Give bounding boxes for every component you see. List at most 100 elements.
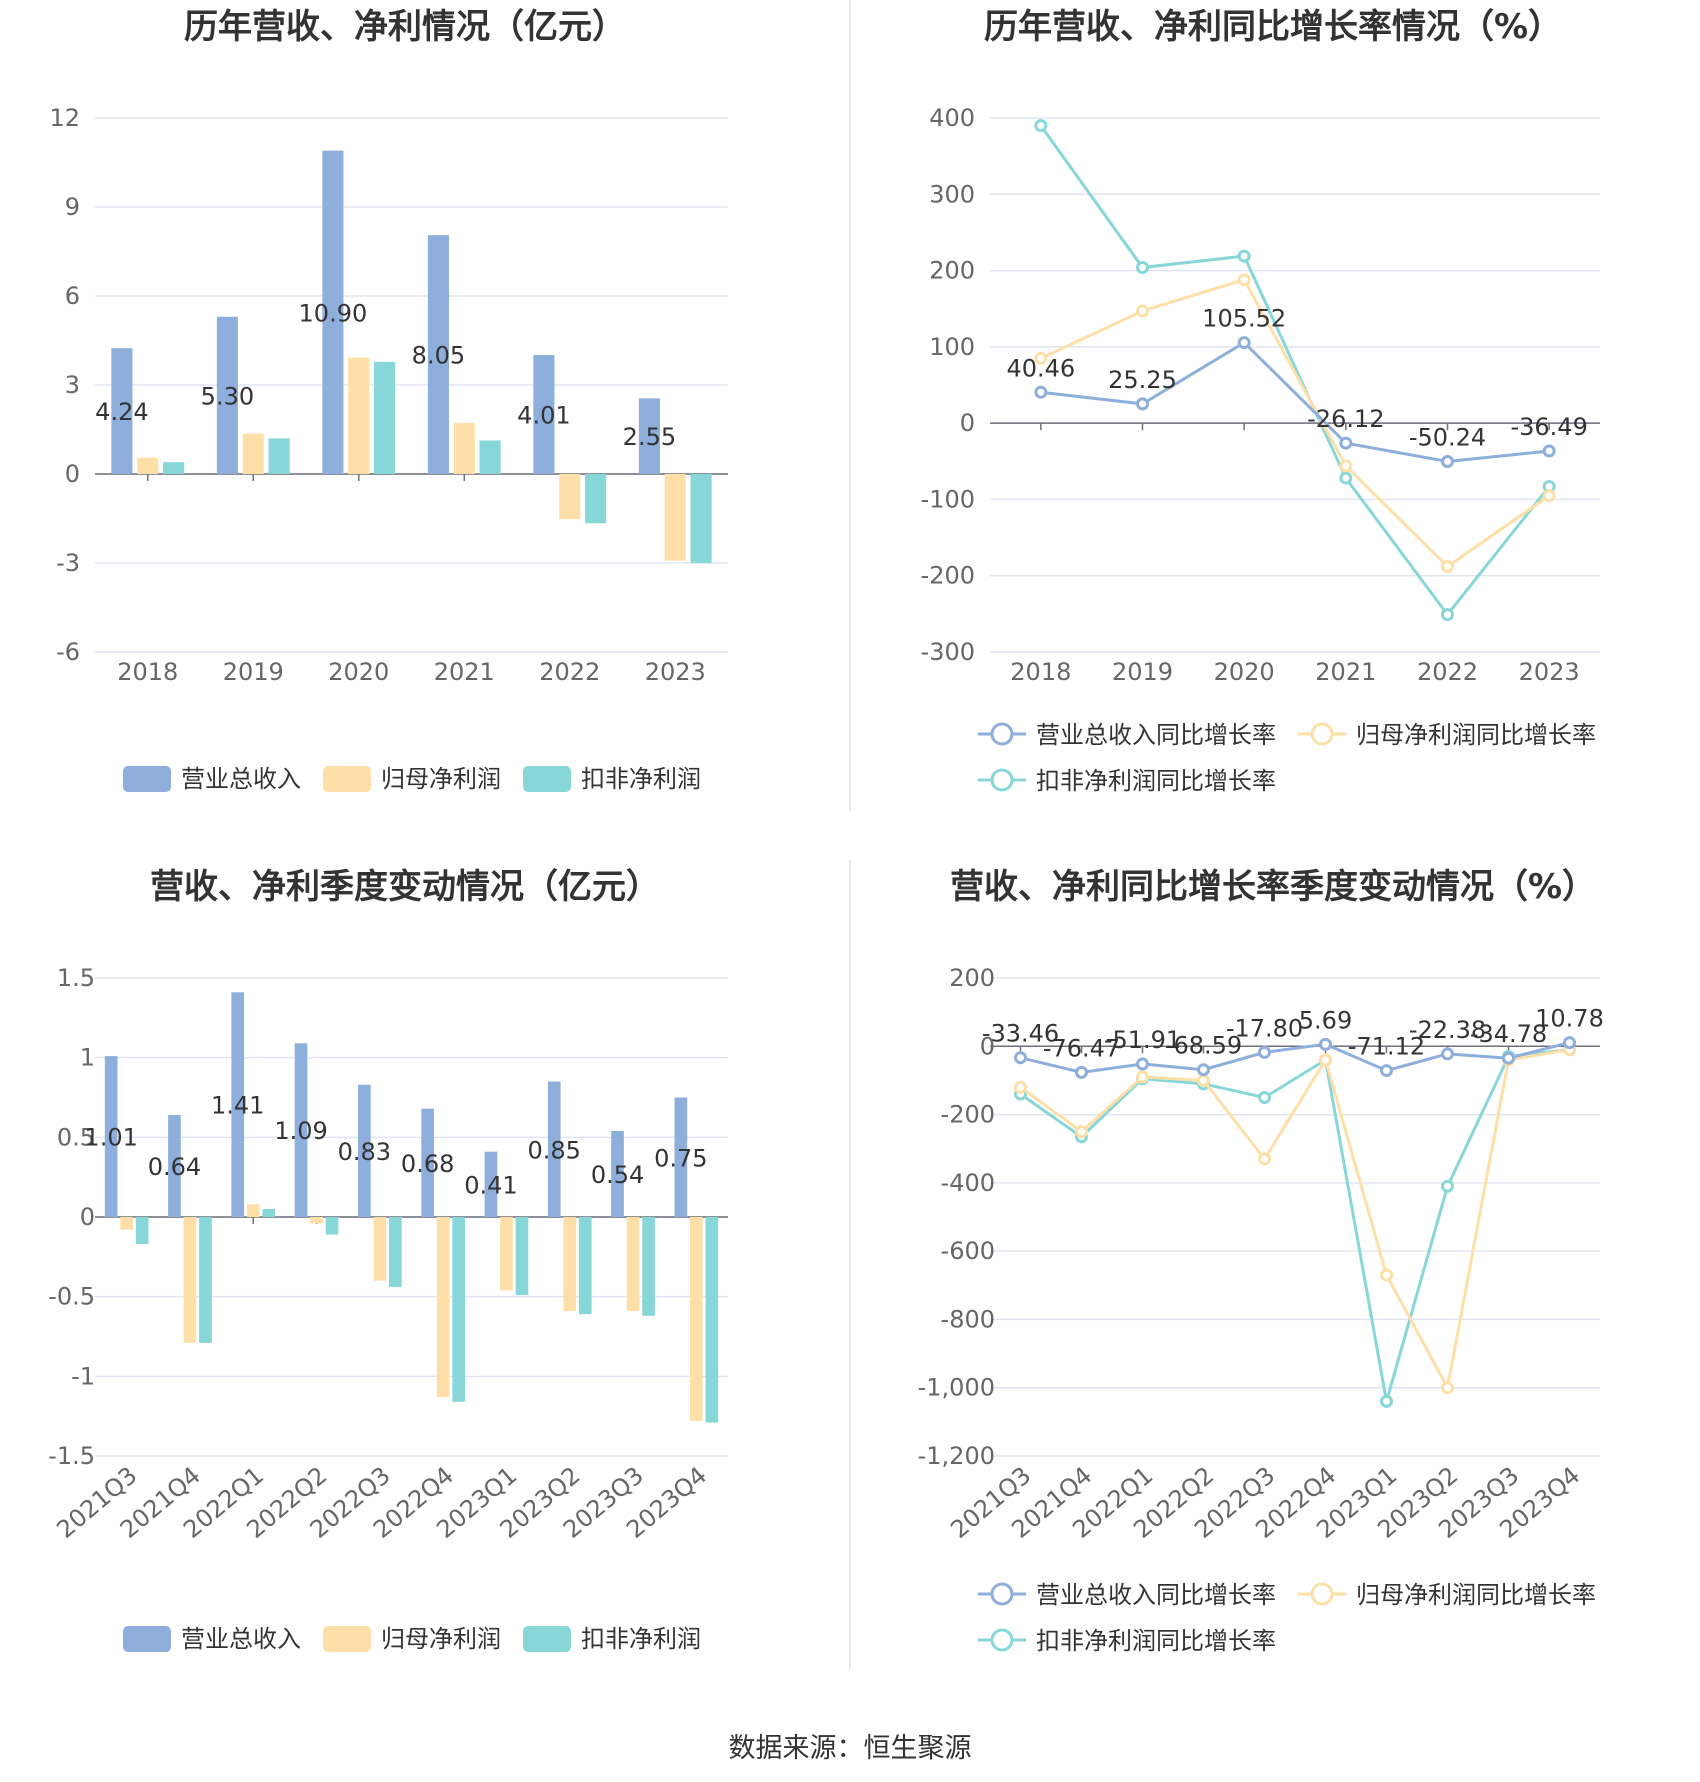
data-point — [1136, 1070, 1149, 1084]
y-tick-label: 0 — [80, 1203, 95, 1231]
legend-label: 营业总收入 — [181, 765, 301, 793]
bar — [484, 1151, 498, 1217]
bar — [389, 1217, 402, 1288]
data-point — [1197, 1073, 1210, 1087]
data-point — [1258, 1091, 1271, 1104]
legend-label: 扣非净利润 — [581, 1625, 701, 1653]
data-point — [1502, 1051, 1515, 1065]
y-tick-label: -800 — [941, 1305, 995, 1333]
bar — [479, 440, 501, 474]
bar — [183, 1217, 197, 1343]
legend-marker — [990, 768, 1014, 792]
data-point — [1136, 304, 1149, 318]
y-tick-label: -1,200 — [918, 1442, 995, 1470]
data-label: 105.52 — [1202, 305, 1286, 333]
series-line — [1040, 277, 1551, 569]
legend-label: 归母净利润同比增长率 — [1356, 721, 1596, 749]
legend-swatch — [323, 766, 371, 792]
data-label: -22.38 — [1409, 1016, 1486, 1044]
bar — [578, 1217, 592, 1315]
data-point — [1441, 1047, 1454, 1061]
data-label: -71.12 — [1348, 1033, 1425, 1061]
y-tick-label: -0.5 — [48, 1283, 95, 1311]
legend-swatch — [323, 1626, 371, 1652]
data-point — [1075, 1125, 1088, 1139]
data-point — [1339, 459, 1353, 473]
bar — [452, 1217, 465, 1402]
data-label: 1.09 — [274, 1117, 327, 1145]
bar — [325, 1217, 339, 1235]
legend-label: 营业总收入同比增长率 — [1036, 1581, 1276, 1609]
bar — [547, 1081, 561, 1217]
y-tick-label: 200 — [949, 964, 995, 992]
data-label: 2.55 — [623, 423, 676, 451]
chart-title: 营收、净利同比增长率季度变动情况（%） — [950, 867, 1596, 907]
data-point — [1380, 1064, 1393, 1078]
bar — [242, 433, 264, 474]
data-label: -51.91 — [1104, 1026, 1181, 1054]
data-label: 40.46 — [1006, 354, 1075, 382]
data-point — [1136, 1057, 1149, 1071]
bar — [638, 398, 660, 474]
x-tick-label: 2018 — [117, 658, 178, 686]
y-tick-label: -100 — [921, 485, 975, 513]
y-tick-label: -1,000 — [918, 1374, 995, 1402]
data-point — [1319, 1053, 1332, 1067]
series-line — [1039, 124, 1551, 618]
data-label: 1.01 — [84, 1124, 137, 1152]
x-tick-label: 2023 — [1519, 658, 1580, 686]
x-tick-label: 2019 — [223, 658, 284, 686]
source-footer: 数据来源：恒生聚源 — [728, 1733, 972, 1764]
y-tick-label: -200 — [941, 1101, 995, 1129]
y-tick-label: 200 — [929, 257, 975, 285]
legend-label: 扣非净利润同比增长率 — [1036, 1627, 1276, 1655]
data-label: 0.41 — [464, 1171, 517, 1199]
bar — [705, 1217, 719, 1423]
x-tick-label: 2022 — [539, 658, 600, 686]
y-tick-label: -200 — [921, 562, 975, 590]
bar — [262, 1209, 276, 1217]
series-line — [1019, 1048, 1570, 1393]
data-point — [1339, 436, 1353, 450]
legend-label: 扣非净利润 — [581, 765, 701, 793]
legend-label: 归母净利润 — [381, 1625, 501, 1653]
y-tick-label: 6 — [65, 282, 80, 310]
legend-swatch — [123, 1626, 171, 1652]
legend-label: 扣非净利润同比增长率 — [1036, 767, 1276, 795]
data-label: 0.83 — [338, 1138, 391, 1166]
bar — [427, 235, 449, 474]
x-tick-label: 2021 — [1315, 658, 1376, 686]
data-label: 10.78 — [1535, 1005, 1604, 1033]
data-point — [1339, 471, 1353, 485]
data-point — [1441, 454, 1454, 468]
data-point — [1075, 1065, 1088, 1079]
bar — [559, 474, 581, 520]
data-label: -36.49 — [1510, 413, 1587, 441]
y-tick-label: 12 — [49, 104, 80, 132]
bar — [294, 1043, 308, 1217]
bar — [111, 348, 133, 474]
bar — [137, 457, 159, 474]
legend-label: 营业总收入同比增长率 — [1036, 721, 1276, 749]
data-label: -17.80 — [1226, 1014, 1303, 1042]
bar — [533, 355, 555, 474]
data-point — [1034, 351, 1048, 365]
data-label: -76.47 — [1043, 1034, 1120, 1062]
x-tick-label: 2020 — [328, 658, 389, 686]
chart-title: 营收、净利季度变动情况（亿元） — [150, 867, 660, 907]
data-point — [1237, 273, 1251, 287]
bar — [163, 462, 185, 474]
data-point — [1441, 560, 1454, 574]
legend-marker — [990, 722, 1014, 746]
bar — [642, 1217, 655, 1316]
data-label: 4.01 — [517, 402, 570, 430]
bar — [421, 1108, 434, 1217]
data-point — [1441, 608, 1454, 622]
chart-title: 历年营收、净利情况（亿元） — [184, 7, 626, 47]
data-point — [1034, 119, 1048, 133]
bar — [436, 1217, 450, 1398]
x-tick-label: 2021 — [434, 658, 495, 686]
bar — [358, 1084, 371, 1217]
data-label: 25.25 — [1108, 366, 1177, 394]
